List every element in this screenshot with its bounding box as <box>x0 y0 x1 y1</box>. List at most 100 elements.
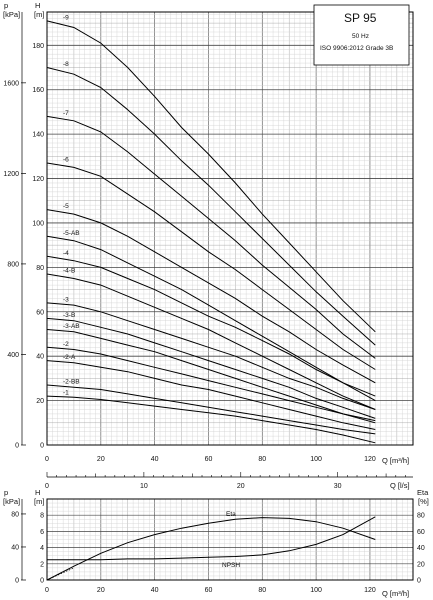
bottom-kpa-unit-line2: [kPa] <box>3 497 20 506</box>
m-tick-label: 2 <box>40 561 44 568</box>
pump-curve-label: -4 <box>63 250 69 257</box>
pump-curve-7 <box>46 115 376 359</box>
pump-curve-6 <box>46 162 376 370</box>
m-tick-label: 180 <box>32 43 44 50</box>
pump-curve-label: -8 <box>63 61 69 68</box>
pump-curve-9 <box>46 20 376 333</box>
x-tick-label: 20 <box>97 587 105 594</box>
kpa-tick-label: 0 <box>15 443 19 450</box>
eta-tick-label: 40 <box>417 545 425 552</box>
x-tick-label: 100 <box>310 456 322 463</box>
eta-tick-label: 60 <box>417 529 425 536</box>
m-tick-label: 140 <box>32 132 44 139</box>
top-m-unit-line2: [m] <box>34 10 44 19</box>
bottom-kpa-unit-line1: p <box>4 488 8 497</box>
x-tick-label: 100 <box>310 587 322 594</box>
pump-curve-label: -2 <box>63 341 69 348</box>
pump-curve-label: -5-AB <box>63 230 80 237</box>
kpa-tick-label: 800 <box>7 261 19 268</box>
kpa-tick-label: 40 <box>11 544 19 551</box>
m-tick-label: 40 <box>36 354 44 361</box>
bottom-m-axis: 0 2 4 6 8 <box>40 513 44 585</box>
bottom-curves <box>46 516 376 581</box>
ls-tick-label: 20 <box>237 483 245 490</box>
eta-tick-label: 0 <box>417 578 421 585</box>
pump-curve-label: -9 <box>63 14 69 21</box>
x-tick-label: 40 <box>151 456 159 463</box>
bottom-eta-unit-line1: Eta <box>417 488 429 497</box>
top-kpa-axis: 0 400 800 1200 1600 <box>3 12 26 450</box>
pump-curve-2 <box>46 346 376 422</box>
top-ls-axis-title: Q [l/s] <box>390 481 410 490</box>
pump-curve-5 <box>46 209 376 384</box>
pump-curve-3-ab <box>46 329 376 424</box>
x-tick-label: 60 <box>205 587 213 594</box>
bottom-x-axis-title: Q [m³/h] <box>382 589 409 598</box>
m-tick-label: 0 <box>40 443 44 450</box>
bottom-eta-axis: 0 20 40 60 80 <box>417 513 425 585</box>
ls-tick-label: 30 <box>334 483 342 490</box>
title-frequency: 50 Hz <box>352 33 369 40</box>
m-tick-label: 0 <box>40 578 44 585</box>
pump-curve-label: -3-AB <box>63 323 80 330</box>
kpa-tick-label: 0 <box>15 578 19 585</box>
x-tick-label: 0 <box>45 456 49 463</box>
pump-curve-label: -2-BB <box>63 379 80 386</box>
pump-curve-label: -6 <box>63 156 69 163</box>
kpa-tick-label: 400 <box>7 352 19 359</box>
m-tick-label: 60 <box>36 309 44 316</box>
x-tick-label: 0 <box>45 587 49 594</box>
bottom-m-unit-line2: [m] <box>34 497 44 506</box>
pump-curve-2-a <box>46 360 376 430</box>
pump-curve-label: -7 <box>63 110 69 117</box>
pump-curve-3-b <box>46 317 376 419</box>
bottom-plot-frame <box>46 498 414 581</box>
ls-tick-label: 0 <box>45 483 49 490</box>
m-tick-label: 4 <box>40 545 44 552</box>
pump-curve-label: -3-B <box>63 312 75 319</box>
x-tick-label: 40 <box>151 587 159 594</box>
pump-curve-3 <box>46 302 376 410</box>
top-m-unit-line1: H <box>35 1 40 10</box>
npsh-curve <box>47 516 376 561</box>
title-box <box>313 4 410 66</box>
bottom-m-unit-line1: H <box>35 488 40 497</box>
x-tick-label: 120 <box>364 456 376 463</box>
pump-curve-1 <box>46 395 376 444</box>
pump-curve-4 <box>46 255 376 397</box>
top-kpa-unit-line1: p <box>4 1 8 10</box>
bottom-x-axis-m3h: 0 20 40 60 80 100 120 <box>45 587 376 594</box>
bottom-eta-unit-line2: [%] <box>418 497 429 506</box>
kpa-tick-label: 1200 <box>3 171 19 178</box>
pump-curve-2-bb <box>46 384 376 435</box>
m-tick-label: 20 <box>36 398 44 405</box>
ls-tick-label: 10 <box>140 483 148 490</box>
top-curves: -9 -8 -7 -6 -5 -5-AB -4 -4-B -3 -3-B -3-AB -2 -2-A -2… <box>46 14 376 444</box>
top-kpa-unit-line2: [kPa] <box>3 10 20 19</box>
eta-tick-label: 80 <box>417 513 425 520</box>
top-x-axis-title: Q [m³/h] <box>382 456 409 465</box>
title-model: SP 95 <box>344 11 377 25</box>
eta-tick-label: 20 <box>417 561 425 568</box>
pump-curve-label: -1 <box>63 390 69 397</box>
pump-curve-label: -3 <box>63 296 69 303</box>
bottom-kpa-axis: 0 40 80 <box>11 499 26 585</box>
top-m-axis: 0 20 40 60 80 100 120 140 160 180 <box>32 43 44 450</box>
x-tick-label: 80 <box>258 456 266 463</box>
top-x-axis-ls: 0 10 20 30 <box>45 472 406 490</box>
x-tick-label: 60 <box>205 456 213 463</box>
kpa-tick-label: 1600 <box>3 80 19 87</box>
pump-curve-label: -2-A <box>63 354 76 361</box>
m-tick-label: 160 <box>32 87 44 94</box>
pump-curve-4-b <box>46 273 376 410</box>
x-tick-label: 20 <box>97 456 105 463</box>
x-tick-label: 120 <box>364 587 376 594</box>
eta-curve-label: Eta <box>226 511 236 518</box>
x-tick-label: 80 <box>258 587 266 594</box>
eta-curve <box>46 517 376 581</box>
m-tick-label: 100 <box>32 220 44 227</box>
kpa-tick-label: 80 <box>11 511 19 518</box>
npsh-curve-label: NPSH <box>222 562 240 569</box>
